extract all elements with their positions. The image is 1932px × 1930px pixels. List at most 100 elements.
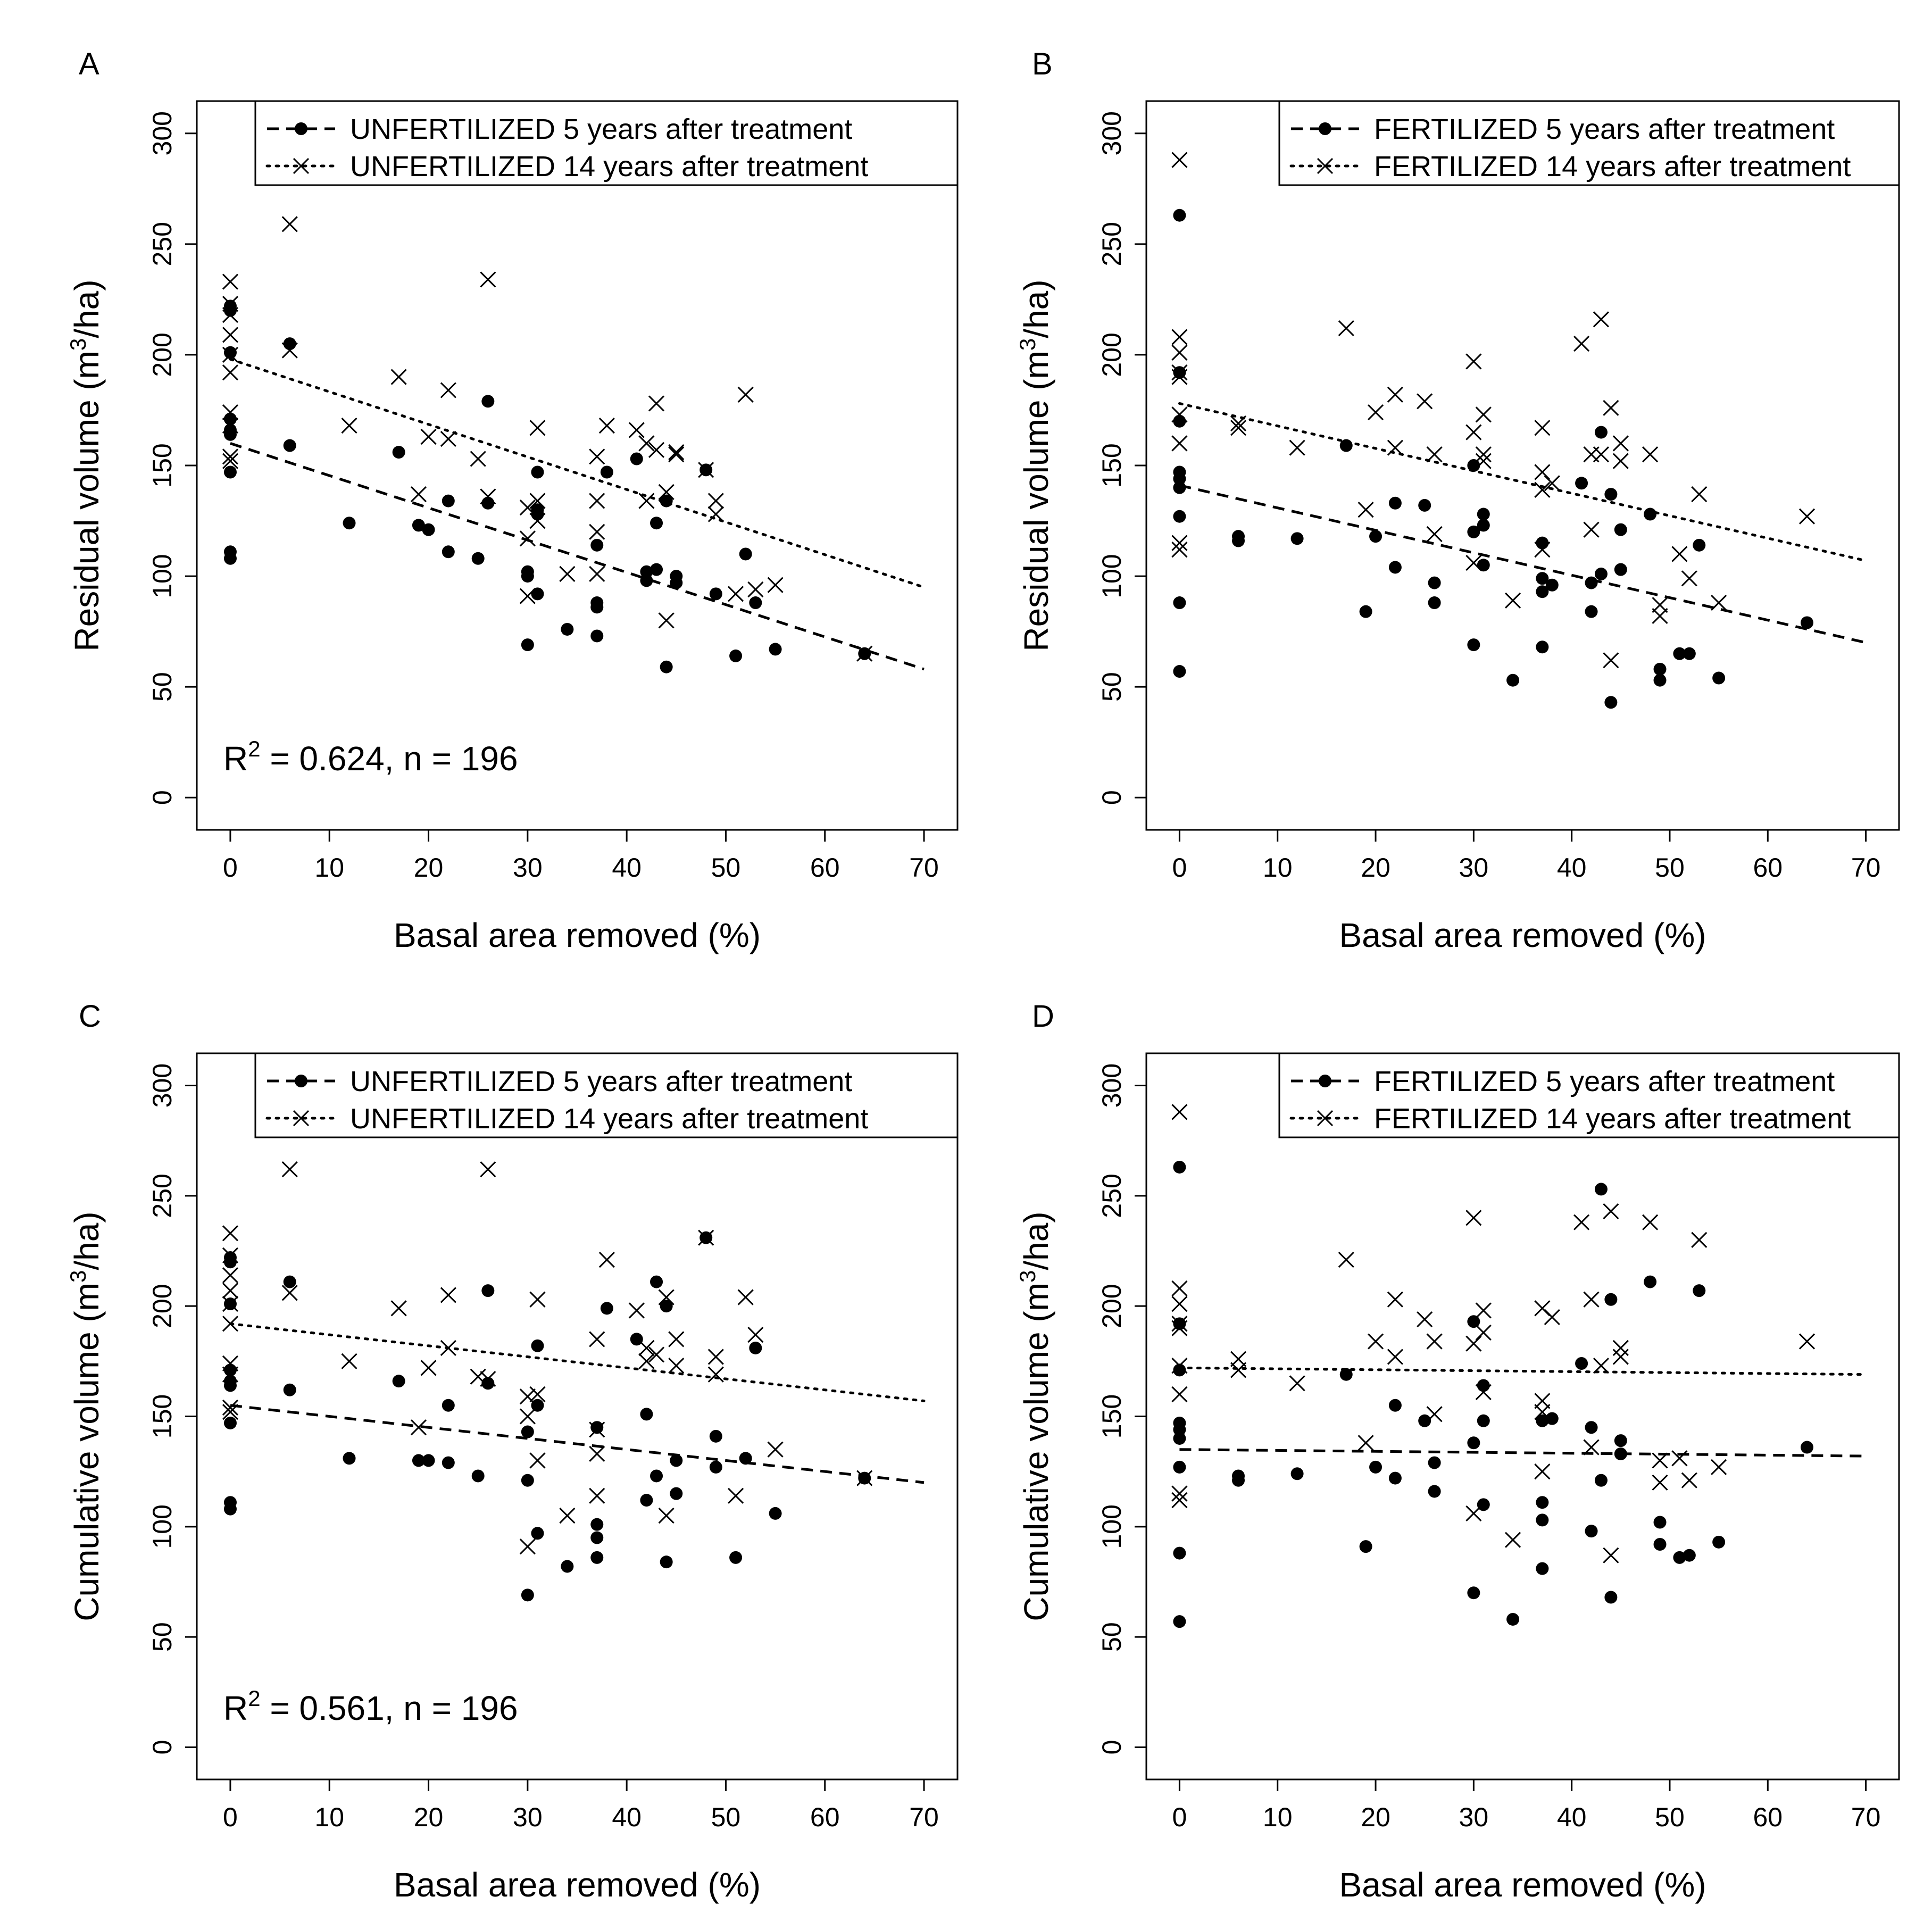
data-point-dot [650, 1275, 663, 1288]
data-point-dot [1644, 1275, 1657, 1288]
data-point-dot [1173, 1460, 1186, 1474]
data-point-cross [1230, 415, 1247, 431]
data-point-cross [1230, 1362, 1247, 1378]
data-point-dot [283, 1275, 296, 1288]
chart-panel-c: C 0 10 20 30 40 50 60 70 0 50 100 150 200 250 300 Basal … [65, 999, 959, 1904]
data-point-dot [650, 563, 663, 576]
data-point-dot [1173, 1546, 1186, 1560]
x-tick-label: 70 [909, 1802, 939, 1832]
data-point-dot [283, 337, 296, 351]
y-tick-label: 300 [1097, 1063, 1127, 1108]
data-point-dot [521, 1474, 534, 1487]
data-point-dot [1536, 536, 1549, 550]
data-point-dot [1536, 1496, 1549, 1509]
data-point-cross [589, 1421, 605, 1438]
data-point-cross [728, 586, 744, 602]
data-point-dot [1506, 673, 1520, 687]
data-point-dot [1173, 1363, 1186, 1377]
x-axis-title: Basal area removed (%) [1339, 1866, 1706, 1904]
data-point-cross [390, 1300, 407, 1317]
plot-frame [1145, 100, 1900, 831]
y-axis-title: Cumulative volume (m3/ha) [65, 1211, 106, 1621]
data-point-cross [1426, 1406, 1443, 1422]
data-point-dot [1604, 1591, 1618, 1604]
chart-panel-a: A 0 10 20 30 40 50 60 70 0 50 100 150 200 250 300 Basal … [65, 47, 959, 954]
data-point-cross [668, 1331, 685, 1347]
data-point-dot [1173, 472, 1186, 485]
data-point-cross [1671, 1450, 1688, 1467]
data-point-cross [658, 484, 674, 501]
data-point-cross [638, 493, 655, 509]
data-point-cross [440, 1340, 456, 1357]
data-point-dot [481, 1284, 495, 1297]
data-point-dot [1388, 496, 1402, 510]
data-point-cross [1505, 1532, 1521, 1548]
data-point-cross [1593, 446, 1610, 463]
y-tick-label: 250 [147, 1174, 177, 1218]
data-point-cross [1593, 1358, 1610, 1374]
data-point-cross [589, 1445, 605, 1462]
legend-entry-label: UNFERTILIZED 5 years after treatment [350, 113, 852, 145]
data-point-cross [598, 1252, 615, 1268]
data-point-cross [281, 216, 298, 232]
data-point-cross [728, 1487, 744, 1504]
data-point-dot [1467, 638, 1480, 652]
x-tick-label: 60 [810, 1802, 840, 1832]
data-point-cross [222, 364, 239, 381]
data-point-cross [1426, 446, 1443, 463]
data-point-dot [531, 1527, 544, 1540]
data-point-cross [737, 1289, 754, 1305]
fit-line [1179, 1448, 1866, 1458]
data-point-dot [1536, 1414, 1549, 1427]
data-point-dot [1477, 559, 1490, 572]
data-point-dot [1388, 1471, 1402, 1485]
data-point-cross [222, 448, 239, 465]
data-point-cross [222, 1225, 239, 1242]
data-point-cross [222, 404, 239, 421]
data-point-dot [670, 576, 683, 589]
legend-dot-marker [1319, 1075, 1331, 1087]
data-point-dot [1594, 1474, 1608, 1487]
data-point-dot [1683, 647, 1696, 660]
data-point-cross [1289, 1375, 1305, 1392]
y-tick-label: 0 [147, 1740, 177, 1755]
data-point-dot [1506, 1612, 1520, 1626]
data-point-cross [519, 588, 536, 604]
legend-dot-marker [295, 1075, 307, 1087]
fit-line [229, 357, 926, 589]
y-tick-label: 150 [1097, 443, 1127, 487]
data-point-cross [1171, 344, 1188, 361]
x-tick-label: 60 [1753, 853, 1783, 883]
data-point-dot [1683, 1549, 1696, 1562]
data-point-cross [767, 577, 784, 593]
data-point-dot [1173, 414, 1186, 428]
y-tick-label: 50 [1097, 672, 1127, 702]
data-point-dot [709, 587, 722, 601]
x-tick-label: 30 [513, 853, 543, 883]
data-point-dot [739, 1452, 752, 1465]
data-point-dot [600, 465, 613, 479]
x-tick-label: 0 [223, 1802, 238, 1832]
data-point-cross [1534, 481, 1551, 498]
data-point-cross [529, 493, 546, 509]
x-axis-title: Basal area removed (%) [1339, 916, 1706, 954]
data-point-cross [1534, 464, 1551, 480]
data-point-cross [1171, 406, 1188, 423]
data-point-cross [856, 1470, 873, 1486]
data-point-dot [1231, 1474, 1245, 1487]
x-tick-label: 0 [223, 853, 238, 883]
data-point-cross [668, 444, 685, 461]
data-point-dot [739, 547, 752, 561]
x-tick-label: 10 [1263, 1802, 1293, 1832]
data-point-cross [1475, 446, 1492, 463]
data-point-dot [749, 596, 762, 610]
x-tick-label: 70 [1851, 853, 1881, 883]
data-point-cross [519, 530, 536, 547]
data-point-cross [1426, 526, 1443, 543]
data-point-cross [648, 442, 665, 458]
data-point-cross [519, 1408, 536, 1425]
data-point-cross [1465, 353, 1482, 370]
data-point-cross [222, 1283, 239, 1299]
data-point-cross [529, 512, 546, 529]
